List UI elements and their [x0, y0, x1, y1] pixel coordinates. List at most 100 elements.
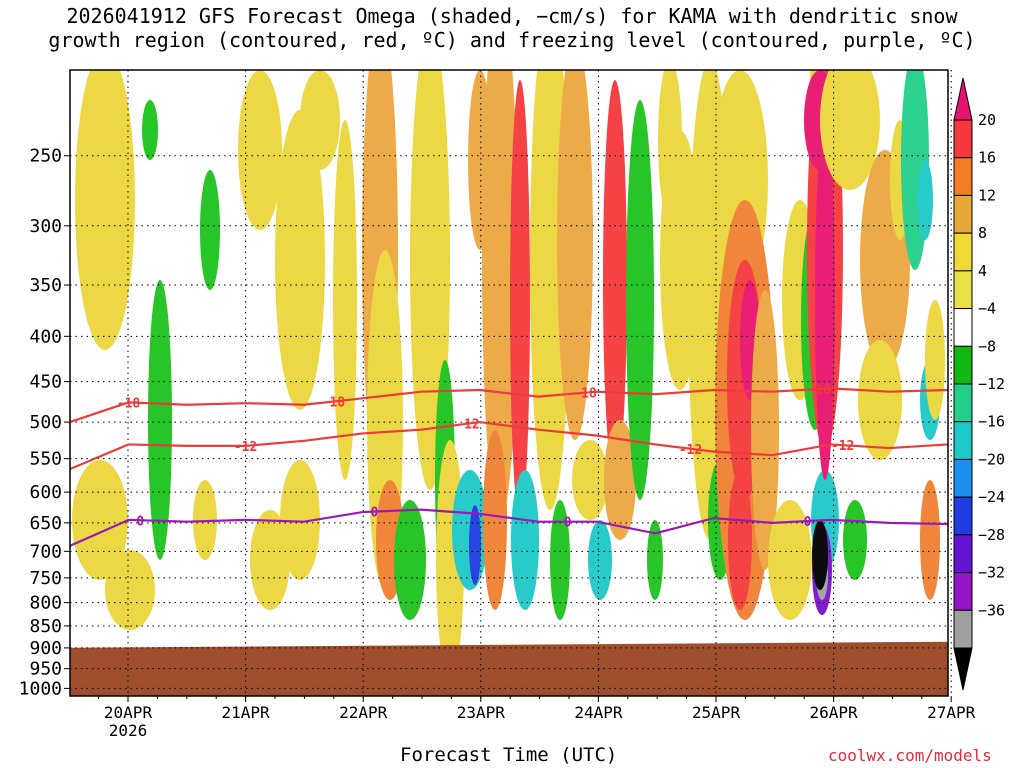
contour-label: -12: [234, 440, 257, 455]
omega-blob: [75, 70, 135, 350]
contour-line: [70, 387, 948, 424]
colorbar-tick-label: 20: [978, 111, 996, 129]
omega-blob: [843, 500, 867, 580]
x-tick-label: 20APR: [104, 703, 153, 722]
omega-blob: [275, 110, 325, 410]
omega-blob: [148, 280, 172, 560]
omega-blob: [647, 520, 663, 600]
y-tick-label: 350: [29, 275, 62, 296]
colorbar-swatch: [953, 232, 973, 272]
colorbar-tick-label: 8: [978, 224, 987, 242]
colorbar: 20 16 12 8 4 −4 −8 −12 −16 −20 −24 −28 −32 −36: [953, 77, 1005, 691]
colorbar-tick-label: 4: [978, 262, 987, 280]
y-tick-label: 750: [29, 568, 62, 589]
contour-label: 0: [370, 506, 378, 521]
colorbar-swatch: [953, 383, 973, 423]
x-tick-label: 22APR: [339, 703, 388, 722]
contour-label: 0: [804, 515, 812, 530]
y-tick-label: 950: [29, 659, 62, 680]
omega-blob: [917, 160, 933, 240]
omega-blob: [751, 290, 779, 570]
omega-blob: [238, 70, 282, 230]
omega-blob: [483, 430, 507, 610]
contour-label: -18: [807, 383, 831, 398]
y-tick-label: 250: [29, 146, 62, 167]
contour-label: -12: [679, 443, 702, 458]
omega-blob: [469, 505, 481, 585]
colorbar-tick-label: −4: [978, 300, 996, 318]
colorbar-bottom-arrow: [953, 647, 973, 691]
omega-blob: [511, 470, 539, 610]
y-tick-label: 600: [29, 482, 62, 503]
plot-frame: [69, 69, 949, 697]
omega-blob: [482, 70, 518, 520]
contour-line: [70, 420, 948, 471]
x-tick-label: 27APR: [927, 703, 976, 722]
y-tick-label: 450: [29, 372, 62, 393]
omega-blob: [394, 500, 426, 620]
x-year-label: 2026: [109, 721, 148, 740]
colorbar-tick-label: −28: [978, 526, 1005, 544]
y-tick-label: 700: [29, 541, 62, 562]
omega-shading: [72, 70, 945, 680]
colorbar-swatch: [953, 421, 973, 460]
x-tick-label: 26APR: [810, 703, 859, 722]
omega-blob: [193, 480, 217, 560]
contour-label: -18: [117, 396, 141, 411]
x-axis-label: Forecast Time (UTC): [400, 744, 618, 766]
colorbar-swatch: [953, 572, 973, 611]
y-tick-label: 650: [29, 513, 62, 534]
x-tick-label: 21APR: [222, 703, 271, 722]
contour-lines: -18 -18 -18 -18 -12 -12 -12 -12 0 0 0 0: [70, 383, 948, 547]
colorbar-swatch: [953, 534, 973, 574]
terrain-fill: [70, 641, 948, 696]
y-tick-label: 800: [29, 593, 62, 614]
omega-blob: [920, 480, 940, 600]
colorbar-swatch: [953, 194, 973, 234]
omega-blob: [105, 550, 155, 630]
contour-label: -12: [831, 439, 854, 454]
omega-blob: [572, 440, 608, 520]
omega-blob: [300, 70, 340, 170]
omega-blob: [250, 510, 290, 610]
omega-blob: [588, 520, 612, 600]
contour-line: [70, 508, 948, 547]
contour-label: -12: [456, 418, 479, 433]
omega-blob: [550, 500, 570, 620]
colorbar-swatch: [953, 345, 973, 385]
credit-link[interactable]: coolwx.com/models: [828, 746, 992, 765]
colorbar-top-arrow: [953, 77, 973, 121]
omega-blob: [768, 500, 812, 620]
colorbar-tick-label: −36: [978, 601, 1005, 619]
omega-blob: [142, 100, 158, 160]
colorbar-tick-label: 16: [978, 149, 996, 167]
contour-label: 0: [564, 516, 572, 531]
y-tick-label: 850: [29, 616, 62, 637]
omega-blob: [626, 100, 654, 500]
omega-blob: [510, 80, 530, 520]
y-tick-label: 550: [29, 449, 62, 470]
contour-label: -18: [573, 387, 597, 402]
colorbar-swatch: [953, 157, 973, 196]
y-tick-label: 900: [29, 638, 62, 659]
y-tick-label: 500: [29, 412, 62, 433]
omega-blob: [812, 520, 828, 590]
x-tick-label: 23APR: [457, 703, 506, 722]
colorbar-tick-label: −32: [978, 564, 1005, 582]
colorbar-tick-label: −24: [978, 488, 1005, 506]
colorbar-swatch: [953, 270, 973, 310]
omega-blob: [603, 80, 627, 480]
colorbar-tick-label: −16: [978, 413, 1005, 431]
colorbar-tick-label: −12: [978, 375, 1005, 393]
gridlines: [70, 70, 952, 696]
title-line-2: growth region (contoured, red, ºC) and f…: [48, 28, 976, 52]
omega-blob: [858, 340, 902, 460]
omega-blob: [280, 460, 320, 580]
title-line-1: 2026041912 GFS Forecast Omega (shaded, −…: [66, 4, 958, 28]
colorbar-swatch: [953, 496, 973, 536]
y-tick-label: 400: [29, 326, 62, 347]
omega-blob: [557, 70, 593, 440]
x-tick-label: 24APR: [574, 703, 623, 722]
colorbar-swatch: [953, 609, 973, 649]
contour-label: -18: [322, 396, 346, 411]
